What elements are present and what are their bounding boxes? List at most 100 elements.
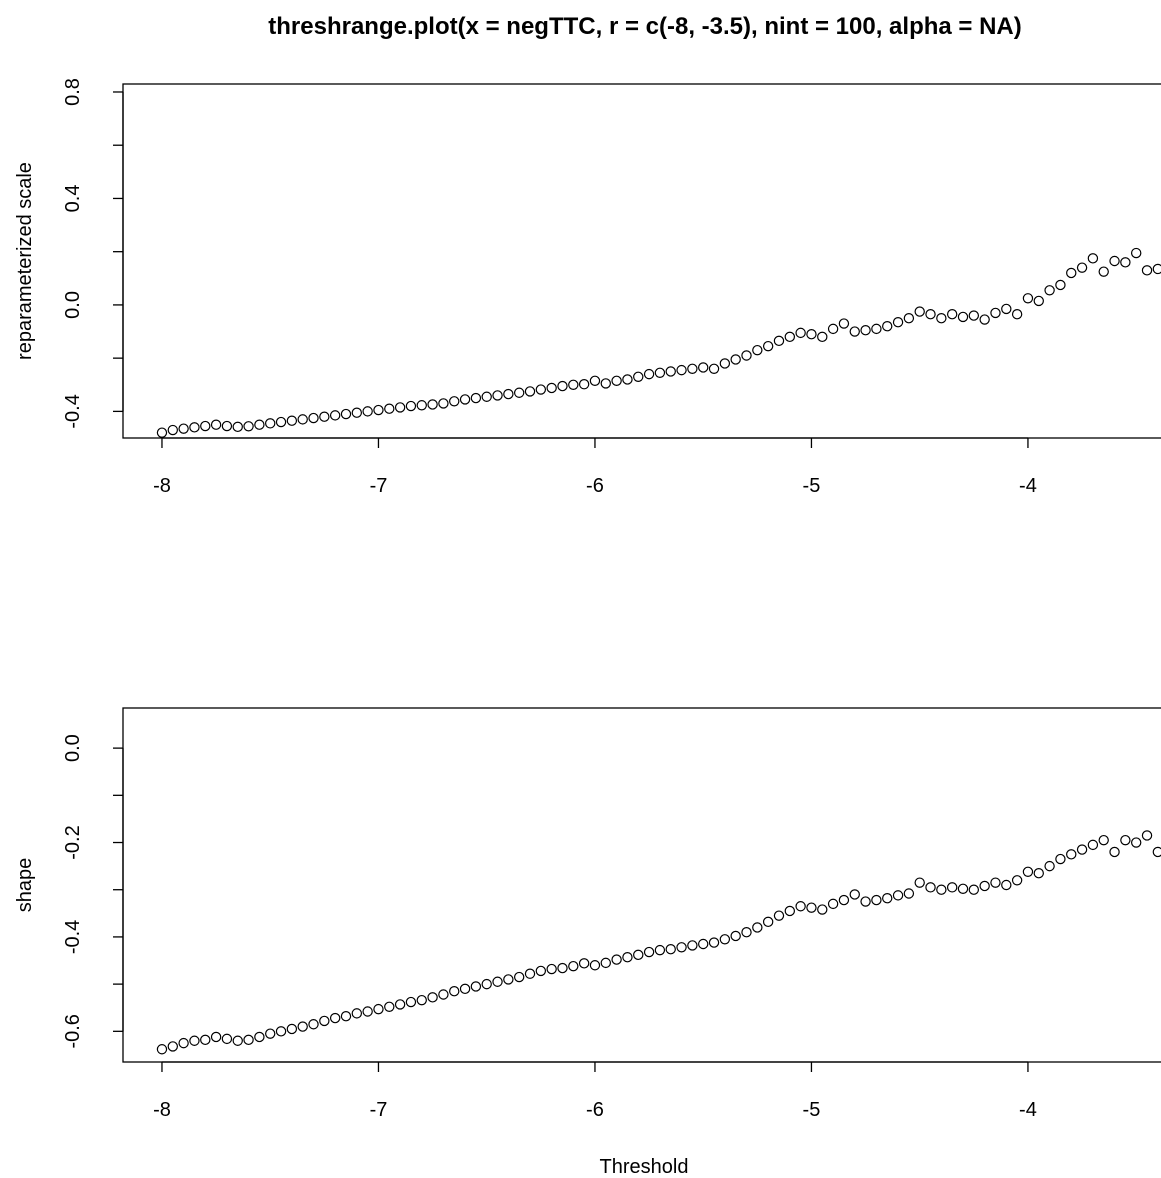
data-point (319, 411, 330, 422)
data-point (600, 378, 611, 389)
data-point (384, 1001, 395, 1012)
data-point (633, 371, 644, 382)
data-point (1055, 279, 1066, 291)
y-tick-label: -0.6 (62, 1014, 84, 1048)
data-point (1152, 263, 1161, 275)
data-point (871, 323, 882, 335)
data-point (492, 390, 503, 401)
data-point (1109, 846, 1120, 858)
data-point (221, 1033, 233, 1045)
data-point (1120, 257, 1131, 268)
data-point (665, 943, 676, 955)
data-point (524, 968, 536, 979)
data-point (1141, 265, 1153, 276)
data-point (373, 404, 384, 416)
data-point (708, 937, 720, 948)
data-point (925, 882, 936, 893)
x-tick-label: -5 (803, 1099, 821, 1121)
data-point (968, 310, 980, 321)
data-point (1022, 866, 1034, 877)
data-point (167, 1041, 178, 1052)
data-point (286, 1023, 298, 1035)
data-point (513, 387, 525, 398)
data-point (719, 934, 731, 945)
x-tick-label: -6 (586, 475, 604, 497)
data-point (936, 884, 947, 895)
data-point (827, 898, 839, 910)
data-point (189, 422, 200, 433)
data-point (622, 952, 633, 963)
data-point (1022, 293, 1034, 304)
data-point (687, 940, 698, 951)
data-point (243, 1034, 254, 1046)
data-point (265, 1028, 276, 1039)
data-point (427, 992, 438, 1003)
data-point (265, 418, 276, 429)
y-tick-label: -0.4 (62, 920, 84, 954)
data-point (892, 317, 904, 328)
data-point (503, 388, 514, 400)
data-point (882, 893, 893, 904)
data-point (470, 981, 482, 992)
data-point (546, 963, 557, 975)
panel-top: -8 -7 -6 -5 -4 -0.4 0.0 0.4 0.8 reparameterized… (14, 78, 1161, 497)
x-tick-label: -7 (370, 475, 388, 497)
data-point (1055, 853, 1066, 865)
data-point (513, 971, 525, 983)
data-point (838, 318, 850, 329)
data-point (275, 416, 287, 428)
data-point (351, 1008, 363, 1019)
data-point (849, 889, 860, 900)
data-point (178, 1037, 189, 1049)
x-tick-label: -5 (803, 475, 821, 497)
data-point (979, 880, 990, 892)
data-point (622, 374, 633, 385)
data-point (806, 328, 817, 340)
data-point (459, 394, 471, 405)
data-point (1087, 253, 1099, 264)
data-point (394, 999, 406, 1010)
x-tick-label: -4 (1019, 475, 1037, 497)
data-point (957, 883, 969, 894)
data-point (892, 890, 904, 901)
data-point (1066, 849, 1077, 860)
data-point (1044, 285, 1055, 296)
data-point (643, 946, 655, 958)
data-point (1033, 295, 1044, 307)
panel-bottom: -8 -7 -6 -5 -4 -0.6 -0.4 -0.2 0.0 shape Thresho… (14, 707, 1161, 1178)
data-point (1011, 875, 1023, 886)
data-point (925, 309, 936, 320)
data-point (882, 321, 893, 332)
data-point (394, 402, 406, 413)
y-tick-label: 0.0 (62, 734, 84, 762)
data-point (535, 384, 547, 395)
chart-title: threshrange.plot(x = negTTC, r = c(-8, -… (268, 13, 1022, 40)
data-point (784, 905, 796, 917)
data-point (665, 366, 676, 377)
x-tick-label: -8 (153, 1099, 171, 1121)
data-point (254, 1031, 265, 1043)
data-point (741, 350, 752, 361)
x-axis-top: -8 -7 -6 -5 -4 (153, 437, 1037, 497)
data-point (762, 916, 774, 928)
data-point (546, 382, 557, 394)
data-point (340, 1011, 352, 1022)
data-point (817, 331, 828, 343)
data-point (957, 311, 969, 323)
data-point (1141, 830, 1153, 841)
data-point (914, 877, 925, 888)
data-point (232, 1035, 243, 1046)
data-point (481, 391, 492, 402)
data-point (827, 323, 839, 335)
y-axis-label-top: reparameterized scale (14, 162, 36, 360)
x-tick-label: -4 (1019, 1099, 1037, 1121)
data-point (1011, 309, 1023, 320)
data-point (405, 996, 417, 1008)
data-point (903, 313, 915, 324)
data-point (1044, 860, 1055, 872)
y-tick-label: 0.0 (62, 291, 84, 319)
data-point (784, 331, 796, 343)
data-point (254, 419, 265, 430)
data-point (384, 403, 395, 414)
